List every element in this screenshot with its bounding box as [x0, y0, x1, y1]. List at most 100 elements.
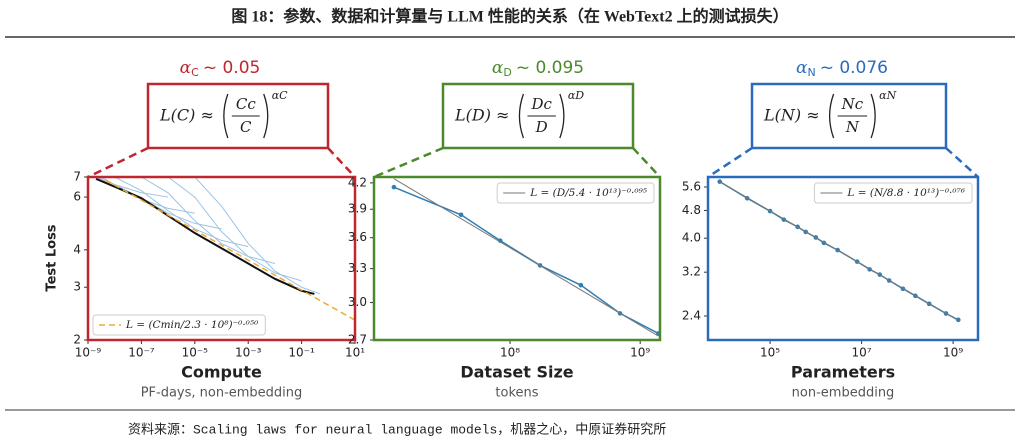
- connector: [632, 147, 661, 178]
- legend-box: [92, 314, 266, 336]
- formula-denominator: D: [535, 118, 548, 136]
- legend-label: L = (Cmin/2.3 · 10⁸)⁻⁰·⁰⁵⁰: [125, 319, 259, 331]
- y-tick-label: 3.9: [348, 202, 367, 216]
- data-point: [956, 317, 961, 323]
- x-axis-sublabel: PF-days, non-embedding: [141, 386, 303, 401]
- y-tick-label: 3: [73, 280, 81, 294]
- alpha-header: αC ~ 0.05: [180, 58, 261, 80]
- x-axis-sublabel: tokens: [495, 386, 538, 401]
- x-tick-label: 10⁷: [852, 346, 872, 360]
- formula-numerator: Cc: [236, 95, 256, 113]
- x-axis-label: Dataset Size: [460, 363, 573, 382]
- alpha-subscript: D: [503, 66, 511, 79]
- alpha-subscript: N: [807, 66, 815, 79]
- alpha-header: αN ~ 0.076: [796, 58, 888, 80]
- formula-exponent: αN: [879, 89, 896, 102]
- x-tick-label: 10⁵: [760, 346, 780, 360]
- y-axis-label: Test Loss: [45, 224, 60, 291]
- formula-lhs: L(D) ≈: [454, 106, 509, 125]
- legend: L = (D/5.4 · 10¹³)⁻⁰·⁰⁹⁵: [496, 182, 655, 204]
- legend-box: [496, 182, 655, 204]
- paren-left: [828, 93, 835, 139]
- connector: [87, 146, 149, 179]
- connector: [707, 146, 753, 179]
- x-axis-label: Compute: [181, 363, 262, 382]
- paren-right: [559, 93, 565, 139]
- y-tick-label: 4: [73, 242, 81, 256]
- x-tick-label: 10⁹: [630, 346, 650, 360]
- alpha-value: ~ 0.05: [203, 58, 261, 78]
- connector: [373, 146, 444, 179]
- plot-area: [374, 177, 660, 340]
- y-tick-label: 2: [73, 333, 81, 347]
- series-line: [194, 177, 321, 295]
- plot-series: [95, 177, 355, 321]
- plot-series: [717, 179, 961, 323]
- y-tick-label: 4.0: [682, 231, 701, 245]
- alpha-subscript: C: [191, 66, 199, 79]
- y-tick-label: 3.3: [348, 261, 367, 275]
- x-tick-label: 10⁻⁷: [128, 346, 155, 360]
- formula-denominator: N: [845, 118, 860, 136]
- legend: L = (Cmin/2.3 · 10⁸)⁻⁰·⁰⁵⁰: [92, 314, 266, 336]
- formula-lhs: L(N) ≈: [763, 106, 820, 125]
- connector: [327, 147, 356, 178]
- plot-area: [708, 177, 978, 340]
- connector: [945, 147, 979, 178]
- legend: L = (N/8.8 · 10¹³)⁻⁰·⁰⁷⁶: [813, 182, 973, 204]
- source-note: 资料来源：Scaling laws for neural language mo…: [128, 421, 666, 437]
- y-tick-label: 5.6: [682, 179, 701, 193]
- x-tick-label: 10⁻³: [235, 346, 262, 360]
- series-line: [393, 178, 659, 337]
- formula-numerator: Nc: [841, 95, 864, 113]
- series-line: [98, 177, 355, 321]
- paren-right: [870, 93, 876, 139]
- data-point: [391, 184, 397, 190]
- y-tick-label: 4.8: [682, 203, 701, 217]
- x-axis-sublabel: non-embedding: [792, 386, 895, 401]
- alpha-value: ~ 0.076: [820, 58, 888, 78]
- y-tick-label: 2.7: [348, 333, 367, 347]
- alpha-value: ~ 0.095: [516, 58, 584, 78]
- y-tick-label: 6: [73, 190, 81, 204]
- plot-frame: [372, 175, 662, 342]
- legend-label: L = (N/8.8 · 10¹³)⁻⁰·⁰⁷⁶: [846, 187, 965, 199]
- x-axis-label: Parameters: [791, 363, 895, 382]
- data-point: [458, 212, 464, 218]
- legend-label: L = (D/5.4 · 10¹³)⁻⁰·⁰⁹⁵: [529, 187, 648, 199]
- y-tick-label: 3.2: [682, 265, 701, 279]
- legend-box: [813, 182, 973, 204]
- x-tick-label: 10⁻¹: [288, 346, 315, 360]
- x-tick-label: 10⁻⁹: [75, 346, 102, 360]
- series-line: [95, 177, 169, 198]
- paren-left: [223, 93, 229, 139]
- y-tick-label: 7: [73, 170, 81, 184]
- alpha-symbol: α: [492, 58, 504, 78]
- formula-exponent: αC: [272, 89, 288, 102]
- x-tick-label: 10⁸: [500, 346, 520, 360]
- y-tick-label: 3.0: [348, 295, 367, 309]
- y-tick-label: 4.2: [348, 175, 367, 189]
- paren-left: [518, 93, 525, 139]
- figure-title: 图 18：参数、数据和计算量与 LLM 性能的关系（在 WebText2 上的测…: [231, 7, 788, 26]
- alpha-symbol: α: [796, 58, 808, 78]
- x-tick-label: 10⁹: [943, 346, 963, 360]
- plot-frame: [86, 175, 357, 342]
- formula-numerator: Dc: [530, 95, 552, 113]
- plot-area: [88, 177, 355, 340]
- series-line: [141, 177, 276, 265]
- x-tick-label: 10¹: [345, 346, 365, 360]
- series-line: [114, 177, 249, 248]
- y-tick-label: 2.4: [682, 309, 701, 323]
- formula-denominator: C: [240, 118, 252, 136]
- paren-right: [263, 93, 269, 139]
- alpha-symbol: α: [180, 58, 192, 78]
- formula-exponent: αD: [568, 89, 584, 102]
- alpha-header: αD ~ 0.095: [492, 58, 584, 80]
- formula-lhs: L(C) ≈: [159, 106, 214, 125]
- series-line: [719, 181, 959, 321]
- plot-frame: [706, 175, 980, 342]
- y-tick-label: 3.6: [348, 230, 367, 244]
- data-point: [578, 282, 584, 288]
